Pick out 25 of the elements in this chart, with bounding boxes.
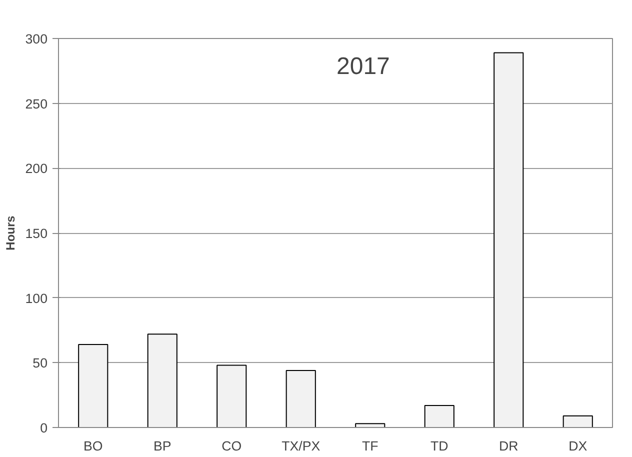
x-tick-label: TF (362, 438, 378, 454)
x-tick-label: BO (83, 438, 103, 454)
x-tick-label: TX/PX (282, 438, 320, 454)
x-tick-label: TD (430, 438, 448, 454)
y-tick-label: 200 (25, 161, 48, 176)
bar (216, 364, 247, 428)
y-tick-label: 250 (25, 96, 48, 112)
y-tick-label: 0 (40, 420, 48, 436)
bar (78, 344, 108, 428)
bar (494, 52, 524, 428)
x-tick-label: DR (499, 438, 518, 454)
x-tick-label: DX (568, 438, 588, 454)
bar (562, 415, 593, 428)
annotation: 2017 (336, 53, 390, 80)
y-axis-title: Hours (3, 215, 18, 250)
y-tick-label: 50 (32, 356, 48, 371)
y-tick-label: 150 (25, 226, 48, 241)
y-tick-label: 100 (25, 290, 48, 306)
bar (355, 423, 386, 428)
bar (147, 334, 178, 428)
bar (286, 370, 316, 428)
x-tick-label: BP (153, 438, 172, 454)
y-tick-label: 300 (25, 32, 48, 46)
bar (424, 404, 454, 428)
x-tick-label: CO (222, 438, 242, 454)
